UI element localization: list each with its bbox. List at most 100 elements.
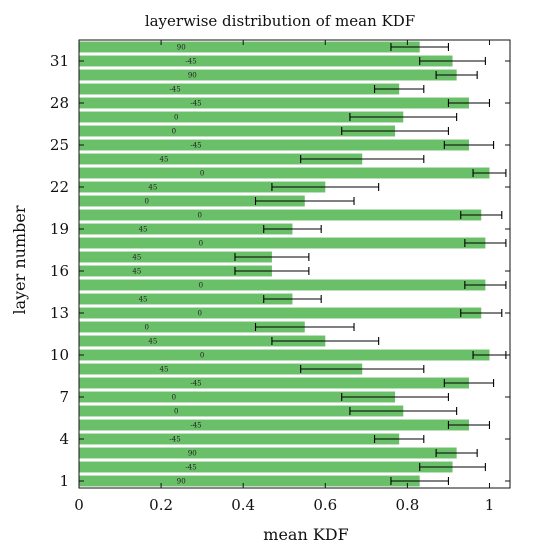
- bar: [79, 475, 420, 487]
- bar-label: 90: [177, 478, 186, 486]
- bar: [79, 363, 363, 375]
- error-bar: [419, 463, 486, 471]
- bar: [79, 293, 293, 305]
- error-bar: [254, 323, 355, 331]
- y-axis: 1 4 7 10 13 16 19 22 25 28 31: [50, 52, 510, 490]
- bar-label: -45: [169, 436, 180, 444]
- bar: [79, 181, 326, 193]
- y-tick-label: 1: [59, 472, 69, 490]
- bar-label: 0: [144, 324, 148, 332]
- bar: [79, 279, 486, 291]
- bar: [79, 97, 469, 109]
- x-tick-label: 0.4: [231, 496, 255, 514]
- error-bar: [435, 449, 478, 457]
- bar-label: 0: [172, 394, 176, 402]
- bar: [79, 251, 272, 263]
- error-bar: [390, 477, 449, 485]
- error-bar: [263, 225, 322, 233]
- bar-label: 0: [199, 240, 203, 248]
- bar-label: 0: [197, 212, 201, 220]
- bar: [79, 321, 305, 333]
- bar: [79, 167, 490, 179]
- error-bar: [390, 43, 449, 51]
- bar: [79, 377, 469, 389]
- bar-label: 0: [172, 128, 176, 136]
- bar: [79, 69, 457, 81]
- y-axis-label: layer number: [10, 205, 29, 314]
- bar: [79, 209, 482, 221]
- error-bar: [263, 295, 322, 303]
- error-bar: [234, 267, 310, 275]
- error-bar: [472, 169, 507, 177]
- error-bar: [300, 155, 425, 163]
- x-tick-label: 0.8: [395, 496, 419, 514]
- bar-label: -45: [185, 464, 196, 472]
- bar-label: 0: [200, 170, 204, 178]
- error-bar: [271, 183, 380, 191]
- bar-label: 45: [132, 254, 141, 262]
- bar-label: 90: [177, 44, 186, 52]
- bar: [79, 111, 404, 123]
- chart-title: layerwise distribution of mean KDF: [145, 12, 415, 30]
- bar-label: 0: [200, 352, 204, 360]
- bar: [79, 405, 404, 417]
- bar-label: 45: [148, 338, 157, 346]
- bar-label: 90: [188, 72, 197, 80]
- error-bar: [464, 239, 507, 247]
- bar-label: -45: [190, 142, 201, 150]
- error-bar: [435, 71, 478, 79]
- bar: [79, 83, 400, 95]
- y-tick-label: 13: [50, 304, 69, 322]
- bar-label: 45: [160, 366, 169, 374]
- bar: [79, 391, 396, 403]
- error-bar: [254, 197, 355, 205]
- error-bar: [419, 57, 486, 65]
- bar: [79, 335, 326, 347]
- bar-label: 45: [132, 268, 141, 276]
- bar: [79, 349, 490, 361]
- error-bar: [464, 281, 507, 289]
- bar-label: 0: [174, 408, 178, 416]
- bar-label: 45: [160, 156, 169, 164]
- error-bar: [443, 141, 495, 149]
- bar: [79, 125, 396, 137]
- x-tick-label: 0.2: [149, 496, 173, 514]
- bar-label: -45: [185, 58, 196, 66]
- bar: [79, 265, 272, 277]
- bar-label: -45: [190, 380, 201, 388]
- error-bar: [460, 211, 503, 219]
- bar-label: 0: [144, 198, 148, 206]
- bar-label: 0: [174, 114, 178, 122]
- y-tick-label: 16: [50, 262, 69, 280]
- y-tick-label: 7: [59, 388, 69, 406]
- error-bar: [349, 407, 458, 415]
- plot-area: 90-4590-45-4500-454504500450454504500450…: [79, 41, 507, 487]
- error-bar: [341, 127, 449, 135]
- error-bar: [300, 365, 425, 373]
- y-tick-label: 28: [50, 94, 69, 112]
- x-axis-label: mean KDF: [263, 525, 348, 544]
- x-tick-label: 1: [485, 496, 495, 514]
- x-axis: 0 0.2 0.4 0.6 0.8 1: [74, 40, 494, 514]
- error-bar: [447, 99, 491, 107]
- bar: [79, 433, 400, 445]
- plot-frame: [78, 39, 511, 489]
- error-bar: [349, 113, 458, 121]
- bar-label: 90: [188, 450, 197, 458]
- bar: [79, 447, 457, 459]
- bar: [79, 419, 469, 431]
- x-tick-label: 0.6: [313, 496, 337, 514]
- bar-label: 45: [139, 296, 148, 304]
- y-tick-label: 25: [50, 136, 69, 154]
- y-tick-label: 22: [50, 178, 69, 196]
- bar: [79, 237, 486, 249]
- bar: [79, 139, 469, 151]
- y-tick-label: 4: [59, 430, 69, 448]
- bar-label: 0: [199, 282, 203, 290]
- error-bar: [373, 85, 425, 93]
- error-bar: [443, 379, 495, 387]
- error-bar: [373, 435, 425, 443]
- bar-label: 0: [197, 310, 201, 318]
- error-bar: [447, 421, 491, 429]
